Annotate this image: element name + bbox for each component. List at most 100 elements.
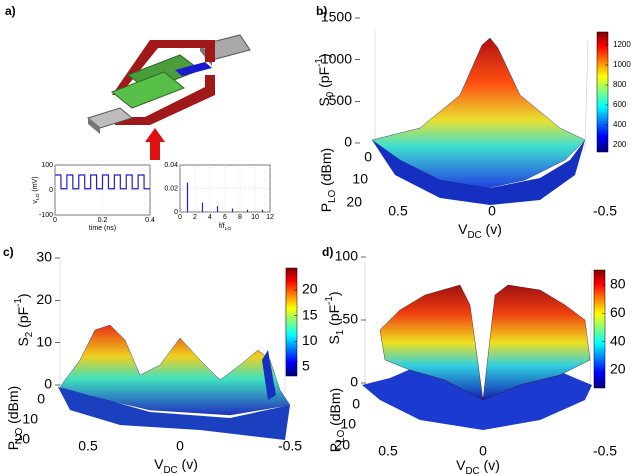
p-axis-label-part: (dBm): [5, 386, 21, 428]
x-tick-label: 2: [193, 214, 197, 221]
z-axis-label-part: (pF: [15, 307, 31, 332]
x-tick-label: 0: [178, 214, 182, 221]
x-tick-label: 0: [53, 217, 57, 224]
v-axis-label: VDC (v): [458, 221, 502, 241]
z-axis-label-part: 0: [325, 91, 336, 97]
p-tick-label: 10: [22, 411, 38, 427]
v-axis-label: VDC (v): [154, 456, 198, 474]
z-tick-label: 0: [344, 134, 352, 150]
device-sketch: [86, 34, 251, 160]
v-axis-label-part: V: [456, 457, 466, 473]
v-axis-label-part: (v): [178, 456, 198, 472]
z-tick-label: 100: [335, 248, 359, 264]
x-axis-label-part: f/f: [219, 223, 225, 230]
z-axis-label-part: S: [15, 337, 31, 346]
z-axis-label-part: S: [316, 97, 332, 106]
colorbar-tick-label: 800: [613, 80, 627, 89]
colorbar-tick-label: 200: [613, 140, 627, 149]
z-tick-label: 500: [329, 92, 353, 108]
v-tick-label: 0.5: [378, 443, 398, 459]
p-axis-label: PLO (dBm): [327, 388, 347, 452]
x-tick-label: 0.2: [98, 217, 108, 224]
y-tick-label: 100: [41, 162, 53, 169]
z-axis-label-part: ): [326, 291, 342, 296]
x-tick-label: 4: [208, 214, 212, 221]
x-tick-label: 6: [223, 214, 227, 221]
p-axis-label: PLO (dBm): [5, 386, 25, 450]
x-axis-label: time (ns): [89, 225, 116, 232]
y-axis-label-part: LO: [35, 193, 41, 200]
colorbar-tick-label: 1000: [613, 60, 631, 69]
p-tick-label: 0: [364, 149, 372, 165]
z-axis-label-part: -1: [324, 296, 335, 305]
y-axis-label: vLO (mV): [32, 176, 41, 203]
v-tick-label: 0: [479, 443, 487, 459]
p-axis-label: PLO (dBm): [318, 148, 338, 212]
x-tick-label: 0.4: [145, 217, 155, 224]
p-axis-label-part: LO: [336, 429, 347, 442]
x-axis-label-part: LO: [225, 226, 232, 232]
p-tick-label: 10: [352, 171, 368, 187]
surface-b: [371, 30, 589, 205]
surface-d: [362, 262, 593, 430]
z-tick-label: 0: [44, 376, 52, 392]
z-tick-label: 20: [36, 291, 52, 307]
v-axis-label-part: (v): [482, 221, 502, 237]
v-tick-label: -0.5: [593, 443, 617, 459]
waveform: [55, 174, 150, 190]
x-tick-label: 10: [251, 214, 259, 221]
z-axis-label-part: ): [15, 293, 31, 298]
v-tick-label: -0.5: [593, 203, 617, 219]
p-axis-label-part: LO: [14, 427, 25, 440]
x-axis-label: f/fLO: [219, 223, 232, 232]
v-axis-label-part: DC: [465, 466, 479, 474]
colorbar-tick-label: 400: [613, 120, 627, 129]
p-axis-label-part: (dBm): [318, 148, 334, 190]
z-axis-label-part: (pF: [326, 305, 342, 330]
v-tick-label: -0.5: [278, 438, 302, 454]
colorbar-tick-label: 15: [302, 306, 318, 322]
p-tick-label: 10: [340, 416, 356, 432]
v-axis-label-part: DC: [467, 230, 481, 241]
z-axis-label-part: -1: [314, 58, 325, 67]
z-axis-label: S1 (pF-1): [324, 291, 346, 344]
panel-label: d): [322, 245, 333, 259]
z-axis-label-part: ): [316, 53, 332, 58]
colorbar-tick-label: 600: [613, 100, 627, 109]
p-tick-label: 20: [14, 431, 30, 447]
v-tick-label: 0.5: [388, 203, 408, 219]
v-axis-label-part: DC: [163, 465, 177, 474]
v-axis-label-part: V: [154, 456, 164, 472]
z-tick-label: 10: [36, 333, 52, 349]
colorbar-tick-label: 20: [302, 281, 318, 297]
colorbar: [285, 267, 298, 377]
x-tick-label: 12: [266, 214, 274, 221]
v-tick-label: 0: [488, 203, 496, 219]
colorbar-tick-label: 80: [610, 276, 626, 292]
z-tick-label: 1500: [321, 9, 352, 25]
y-tick-label: 0.04: [164, 162, 178, 169]
v-tick-label: 0.5: [78, 438, 98, 454]
y-tick-label: 0.02: [164, 185, 178, 192]
p-tick-label: 20: [346, 194, 362, 210]
p-axis-label-part: LO: [327, 189, 338, 202]
y-tick-label: 0: [174, 209, 178, 216]
colorbar-tick-label: 1200: [613, 40, 631, 49]
y-axis-label-part: (mV): [32, 176, 39, 193]
p-axis-label-part: P: [327, 443, 343, 452]
z-axis-label-part: 1: [335, 330, 346, 335]
z-tick-label: 30: [36, 249, 52, 265]
z-tick-label: 50: [342, 311, 358, 327]
v-axis-label-part: (v): [480, 457, 500, 473]
z-axis-label-part: -1: [13, 298, 24, 307]
z-axis-label-part: S: [326, 335, 342, 344]
panel-label: a): [5, 4, 16, 18]
colorbar-tick-label: 20: [610, 361, 626, 377]
p-tick-label: 0: [352, 396, 360, 412]
z-axis-label-part: (pF: [316, 67, 332, 92]
v-axis-label: VDC (v): [456, 457, 500, 474]
colorbar: [593, 269, 606, 389]
p-tick-label: 0: [37, 391, 45, 407]
z-tick-label: 0: [350, 374, 358, 390]
